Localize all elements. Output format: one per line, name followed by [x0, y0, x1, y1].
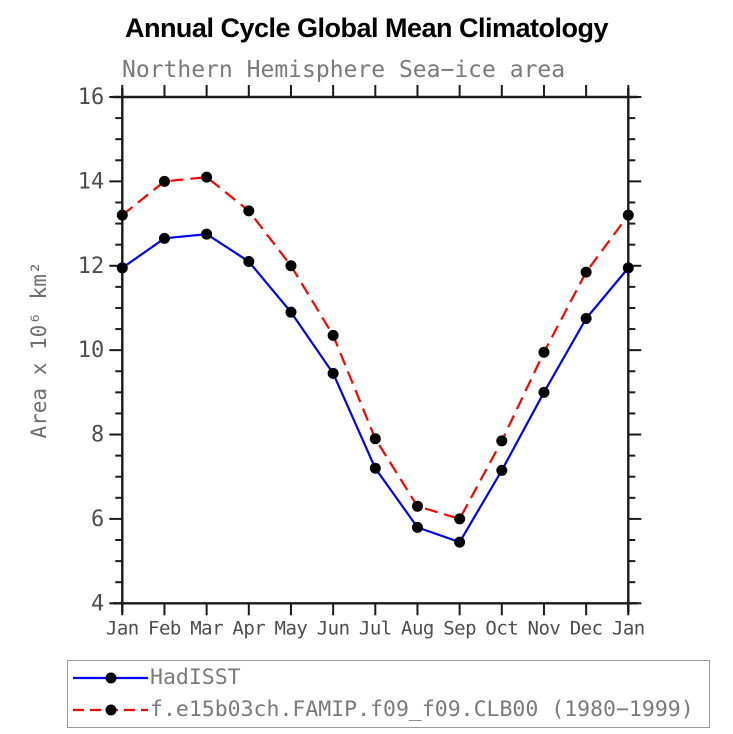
x-axis-tick-label: Mar [190, 617, 223, 639]
chart-legend: HadISST f.e15b03ch.FAMIP.f09_f09.CLB00 (… [67, 660, 710, 728]
legend-marker-dot [105, 704, 117, 716]
series-line-0 [121, 232, 630, 544]
data-point-marker [201, 228, 213, 240]
data-point-marker [158, 175, 170, 187]
legend-item-hadisst: HadISST [71, 662, 709, 694]
y-axis-tick-label: 8 [91, 423, 104, 448]
y-axis-tick-label: 10 [78, 338, 105, 363]
legend-label-hadisst: HadISST [150, 665, 241, 691]
data-point-marker [622, 209, 634, 221]
x-axis-tick-label: Nov [528, 617, 561, 639]
x-axis-tick-label: May [275, 617, 308, 639]
data-point-marker [243, 256, 255, 268]
x-axis-tick-label: Aug [401, 617, 434, 639]
data-point-marker [454, 536, 466, 548]
data-point-marker [580, 266, 592, 278]
data-point-marker [116, 262, 128, 274]
x-axis-tick-label: Dec [570, 617, 603, 639]
data-point-marker [411, 500, 423, 512]
data-point-marker [496, 435, 508, 447]
data-point-marker [201, 171, 213, 183]
x-axis-tick-label: Feb [148, 617, 181, 639]
data-point-marker [580, 313, 592, 325]
data-point-marker [622, 262, 634, 274]
x-axis-tick-label: Apr [232, 617, 265, 639]
data-point-marker [285, 306, 297, 318]
data-point-marker [369, 462, 381, 474]
data-point-marker [538, 386, 550, 398]
data-point-marker [327, 329, 339, 341]
x-axis-tick-label: Jan [612, 617, 645, 639]
data-point-marker [285, 260, 297, 272]
data-point-marker [158, 232, 170, 244]
chart-subtitle: Northern Hemisphere Sea−ice area [122, 57, 566, 83]
sea-ice-line-chart: Area x 10⁶ km² 4 6 8 10 12 14 16 Jan Feb Mar Apr Ma… [27, 85, 645, 639]
page-title: Annual Cycle Global Mean Climatology [124, 13, 609, 43]
legend-item-model-run: f.e15b03ch.FAMIP.f09_f09.CLB00 (1980−199… [71, 694, 709, 726]
data-point-marker [538, 346, 550, 358]
x-axis-tick-label: Jan [106, 617, 139, 639]
x-axis-tick-label: Sep [443, 617, 476, 639]
x-axis-tick-label: Oct [485, 617, 518, 639]
x-axis-tick-label: Jun [317, 617, 350, 639]
data-point-marker [369, 433, 381, 445]
y-axis-tick-label: 16 [78, 85, 105, 110]
legend-sample-dashed [73, 704, 148, 716]
legend-sample-solid [73, 672, 148, 684]
data-point-marker [454, 513, 466, 525]
y-axis-tick-label: 12 [78, 254, 105, 279]
y-axis-tick-label: 14 [78, 169, 105, 194]
legend-label-model-run: f.e15b03ch.FAMIP.f09_f09.CLB00 (1980−199… [150, 697, 694, 723]
data-point-marker [411, 521, 423, 533]
y-axis-tick-label: 6 [91, 507, 104, 532]
y-axis-title: Area x 10⁶ km² [27, 261, 51, 438]
data-point-marker [116, 209, 128, 221]
x-axis-tick-label: Jul [359, 617, 392, 639]
y-axis-tick-label: 4 [91, 591, 104, 616]
data-point-marker [243, 205, 255, 217]
data-point-marker [327, 367, 339, 379]
data-point-marker [496, 464, 508, 476]
legend-marker-dot [105, 672, 117, 684]
